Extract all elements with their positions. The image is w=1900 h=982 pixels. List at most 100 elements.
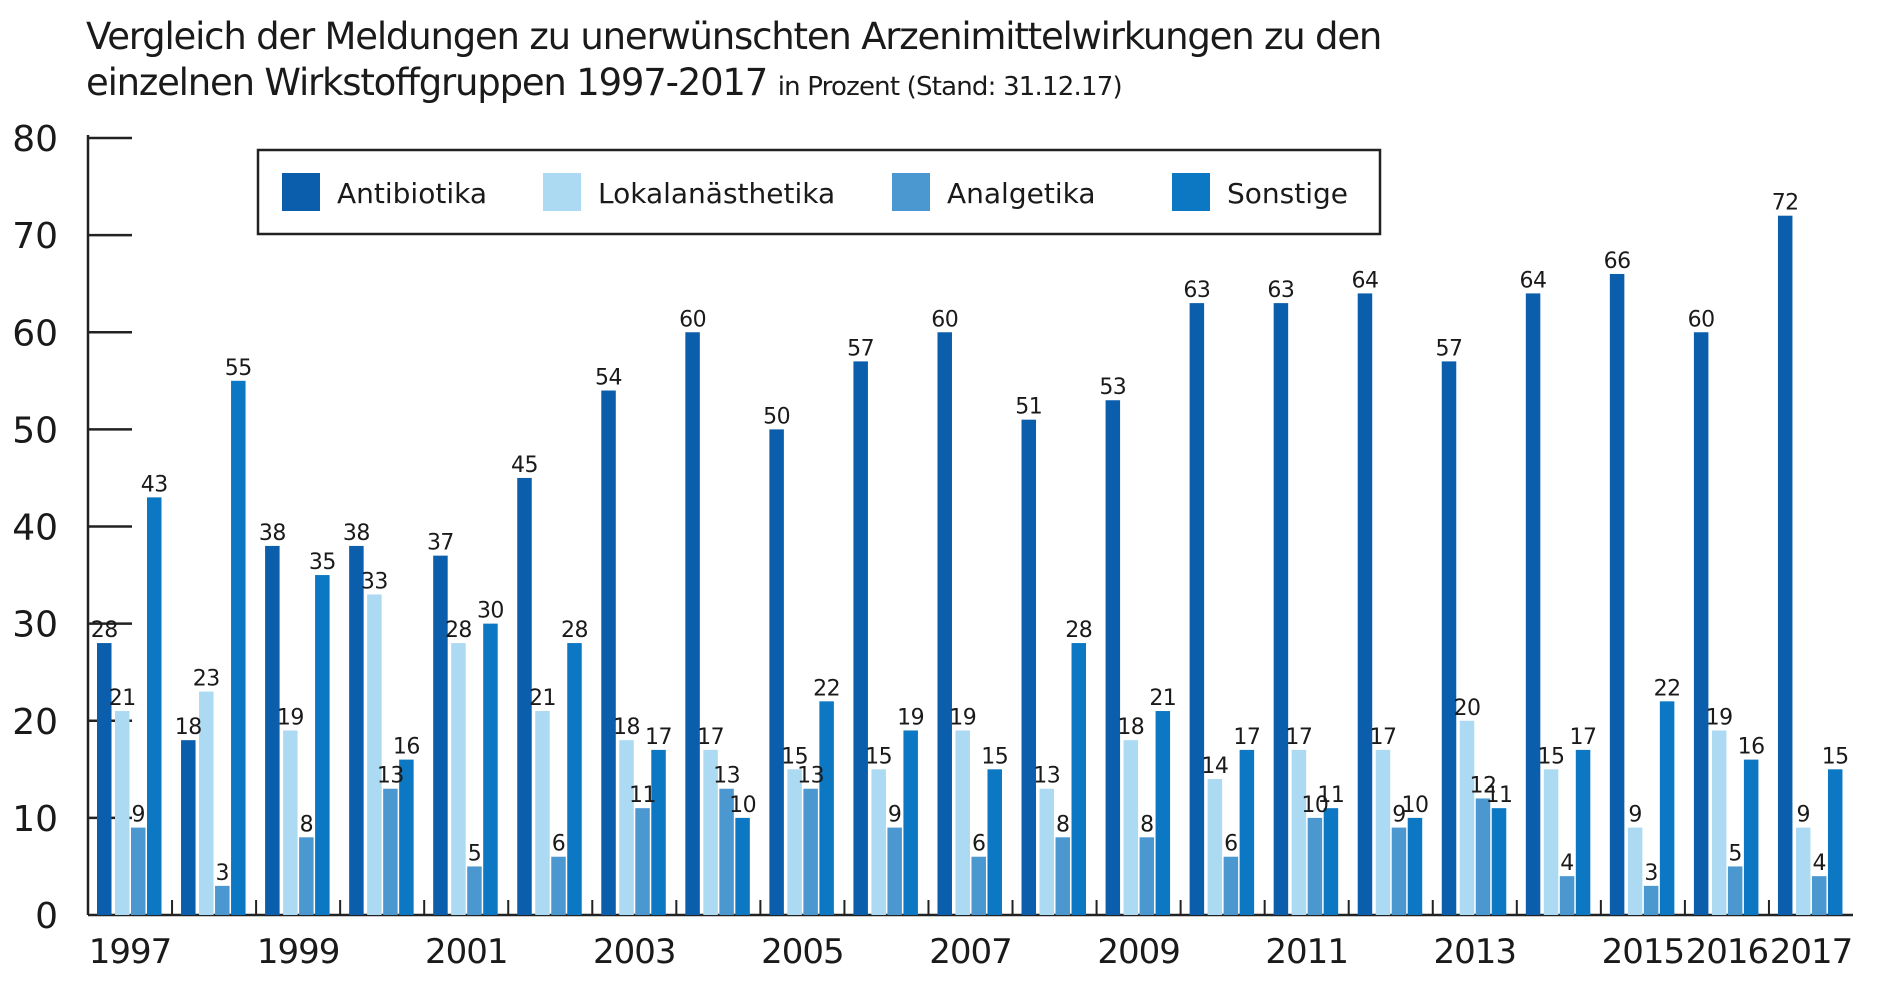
value-label: 9	[1796, 803, 1810, 828]
bar-analgetika-2005	[803, 788, 818, 915]
value-label: 5	[1728, 841, 1742, 866]
value-label: 33	[361, 569, 388, 594]
bar-analgetika-1999	[299, 837, 314, 915]
value-label: 19	[897, 705, 924, 730]
value-label: 18	[613, 715, 640, 740]
legend-swatch-analgetika	[892, 173, 930, 211]
bar-antibiotika-2007	[937, 332, 952, 915]
x-tick-label: 2011	[1265, 932, 1348, 972]
bar-antibiotika-2006	[853, 361, 868, 915]
bar-analgetika-2010	[1223, 856, 1239, 915]
value-label: 22	[813, 676, 840, 701]
bar-analgetika-2006	[887, 827, 902, 915]
bar-sonstige-2007	[987, 769, 1002, 915]
y-tick-label: 80	[12, 119, 58, 160]
value-label: 4	[1560, 851, 1574, 876]
value-label: 17	[1570, 725, 1597, 750]
bar-antibiotika-2004	[685, 332, 700, 915]
value-label: 28	[91, 618, 118, 643]
value-label: 6	[1224, 832, 1238, 857]
bar-lokalanästhetika-2001	[451, 643, 466, 915]
y-tick-label: 70	[12, 216, 58, 257]
value-label: 9	[1628, 803, 1642, 828]
value-label: 28	[445, 618, 472, 643]
bar-lokalanästhetika-2010	[1207, 779, 1223, 915]
value-label: 54	[595, 366, 622, 391]
bar-antibiotika-2012	[1357, 293, 1373, 915]
bar-lokalanästhetika-2004	[703, 749, 718, 915]
value-label: 22	[1654, 676, 1681, 701]
bar-lokalanästhetika-2003	[619, 740, 634, 915]
bar-lokalanästhetika-2006	[871, 769, 886, 915]
value-label: 13	[377, 764, 404, 789]
bars	[97, 215, 1843, 916]
value-label: 55	[225, 356, 252, 381]
bar-analgetika-1997	[131, 827, 146, 915]
bar-lokalanästhetika-2013	[1459, 720, 1475, 915]
value-label: 28	[561, 618, 588, 643]
bar-antibiotika-2002	[517, 477, 532, 915]
value-label: 15	[981, 744, 1008, 769]
value-label: 28	[1065, 618, 1092, 643]
bar-sonstige-2005	[819, 701, 834, 915]
value-label: 35	[309, 550, 336, 575]
value-label: 6	[972, 832, 986, 857]
bar-analgetika-2009	[1139, 837, 1155, 915]
value-label: 38	[259, 521, 286, 546]
y-tick-label: 0	[35, 896, 58, 937]
legend-label-lokalanästhetika: Lokalanästhetika	[598, 177, 835, 210]
x-tick-label: 2016	[1686, 932, 1769, 972]
value-label: 63	[1267, 278, 1294, 303]
value-label: 63	[1183, 278, 1210, 303]
bar-antibiotika-2001	[433, 555, 448, 915]
value-label: 37	[427, 531, 454, 556]
value-label: 60	[679, 307, 706, 332]
value-label: 17	[697, 725, 724, 750]
value-label: 11	[1317, 783, 1344, 808]
x-tick-label: 1999	[257, 932, 340, 972]
value-label: 45	[511, 453, 538, 478]
title-line-2: einzelnen Wirkstoffgruppen 1997-2017 in …	[86, 60, 1381, 110]
value-label: 9	[132, 803, 146, 828]
x-tick-label: 2003	[593, 932, 676, 972]
bar-antibiotika-2005	[769, 429, 784, 915]
value-label: 13	[713, 764, 740, 789]
bar-analgetika-1998	[215, 885, 230, 915]
value-label: 66	[1604, 249, 1631, 274]
y-tick-label: 30	[12, 605, 58, 646]
bar-analgetika-2013	[1475, 798, 1491, 915]
bar-sonstige-2016	[1743, 759, 1759, 915]
bar-analgetika-2001	[467, 866, 482, 915]
value-labels: 2821943182335538198353833131637285304521…	[91, 191, 1849, 886]
value-label: 53	[1099, 375, 1126, 400]
title-line-2-text: einzelnen Wirkstoffgruppen 1997-2017	[86, 61, 768, 104]
legend-swatch-antibiotika	[282, 173, 320, 211]
value-label: 16	[393, 735, 420, 760]
bar-sonstige-2008	[1071, 643, 1087, 915]
bar-antibiotika-1999	[265, 545, 280, 915]
bar-sonstige-1999	[315, 575, 330, 915]
value-label: 18	[175, 715, 202, 740]
value-label: 10	[729, 793, 756, 818]
value-label: 50	[763, 404, 790, 429]
bar-antibiotika-2003	[601, 390, 616, 915]
value-label: 15	[781, 744, 808, 769]
x-tick-label: 2005	[761, 932, 844, 972]
value-label: 9	[888, 803, 902, 828]
bar-analgetika-2011	[1307, 817, 1323, 915]
value-label: 3	[1644, 861, 1658, 886]
value-label: 16	[1738, 735, 1765, 760]
bar-lokalanästhetika-2012	[1375, 749, 1391, 915]
value-label: 8	[1056, 812, 1070, 837]
value-label: 12	[1470, 773, 1497, 798]
value-label: 64	[1520, 268, 1547, 293]
bar-analgetika-2014	[1559, 876, 1575, 915]
bar-lokalanästhetika-1997	[115, 711, 130, 915]
y-tick-label: 20	[12, 702, 58, 743]
value-label: 13	[797, 764, 824, 789]
x-tick-label: 1997	[89, 932, 172, 972]
y-tick-label: 50	[12, 410, 58, 451]
value-label: 9	[1392, 803, 1406, 828]
